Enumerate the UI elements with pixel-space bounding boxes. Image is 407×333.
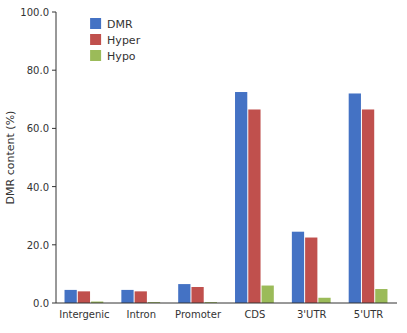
bar xyxy=(375,289,387,303)
bar xyxy=(65,290,77,303)
y-tick xyxy=(52,186,56,187)
y-tick-label: 60.0 xyxy=(27,123,49,134)
chart: 0.0 20.0 40.0 60.0 80.0 100.0 Intergenic Intron… xyxy=(0,0,407,333)
x-axis-line xyxy=(56,303,397,304)
legend-swatch xyxy=(90,18,101,29)
bar xyxy=(292,232,304,303)
bar xyxy=(349,93,361,303)
y-tick-label: 80.0 xyxy=(27,65,49,76)
y-tick xyxy=(52,303,56,304)
bar xyxy=(135,291,147,303)
bar xyxy=(78,291,90,303)
x-tick-label: Intron xyxy=(126,309,156,320)
bar xyxy=(248,109,260,303)
bar xyxy=(305,238,317,303)
x-tick-label: CDS xyxy=(244,309,265,320)
y-tick xyxy=(52,12,56,13)
x-tick-label: Intergenic xyxy=(59,309,109,320)
y-tick-label: 0.0 xyxy=(33,298,49,309)
x-tick-label: Promoter xyxy=(175,309,222,320)
bar xyxy=(235,92,247,303)
x-tick-label: 3'UTR xyxy=(297,309,327,320)
bar xyxy=(362,109,374,303)
y-tick-label: 20.0 xyxy=(27,240,49,251)
legend-label: DMR xyxy=(107,18,133,31)
y-tick-label: 100.0 xyxy=(20,7,49,18)
bar xyxy=(121,290,133,303)
legend-label: Hypo xyxy=(107,50,136,63)
bar xyxy=(191,287,203,303)
legend: DMR Hyper Hypo xyxy=(90,18,141,63)
y-tick xyxy=(52,244,56,245)
y-tick xyxy=(52,128,56,129)
y-axis-line xyxy=(56,12,57,303)
y-axis-label: DMR content (%) xyxy=(4,111,17,205)
x-tick-label: 5'UTR xyxy=(354,309,384,320)
bar xyxy=(318,298,330,303)
bar xyxy=(178,284,190,303)
legend-label: Hyper xyxy=(107,34,141,47)
bar xyxy=(262,286,274,303)
y-tick xyxy=(52,70,56,71)
legend-swatch xyxy=(90,34,101,45)
legend-swatch xyxy=(90,50,101,61)
y-tick-label: 40.0 xyxy=(27,182,49,193)
bars xyxy=(65,92,388,303)
